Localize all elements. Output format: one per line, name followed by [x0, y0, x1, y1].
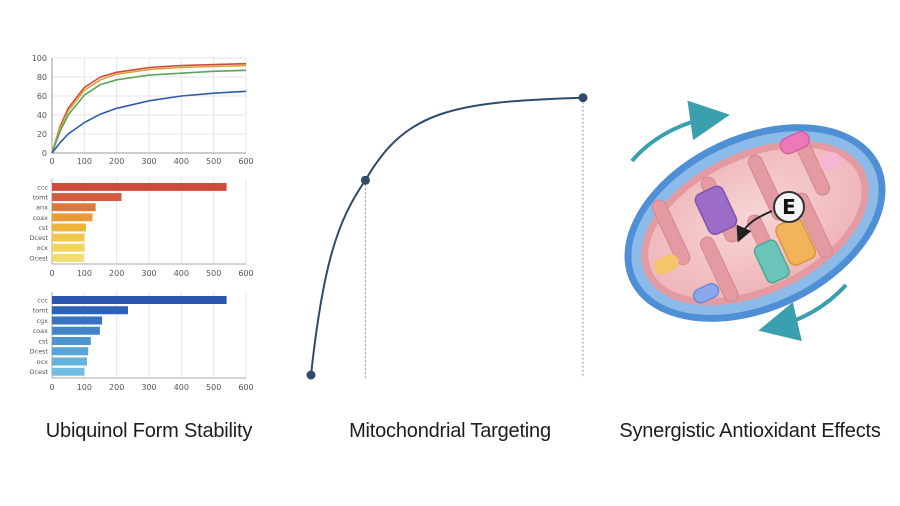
category-label: ccc: [37, 183, 48, 191]
x-tick-label: 200: [109, 157, 124, 166]
x-tick-label: 500: [206, 383, 221, 392]
stability-line-chart: 0 20 40 60 80 100 0 100 200 300 400 500 600: [32, 54, 254, 166]
enzyme-arrow: [736, 210, 773, 243]
bar-1: [52, 193, 122, 202]
x-tick-label: 400: [174, 383, 189, 392]
bar-6: [52, 243, 85, 252]
curve-point-1: [360, 175, 370, 185]
curve-point-2: [578, 93, 588, 103]
y-tick-label: 100: [32, 54, 47, 63]
x-tick-label: 0: [49, 157, 54, 166]
y-tick-label: 20: [37, 130, 47, 139]
protein-complex-purple: [694, 185, 738, 236]
protein-complex-teal: [753, 239, 790, 284]
stability-charts: 0 20 40 60 80 100 0 100 200 300 400 500 600 0 100 200 3…: [29, 54, 254, 392]
bar-6: [52, 357, 87, 366]
bar-5: [52, 347, 89, 356]
x-tick-label: 200: [109, 269, 124, 278]
y-tick-label: 60: [37, 92, 47, 101]
x-tick-label: 300: [141, 269, 156, 278]
stability-bar-chart-blue: 0 100 200 300 400 500 600 ccc tomt cgx coax cst Dces…: [29, 292, 254, 392]
category-label: Dcest: [29, 234, 48, 242]
bar-0: [52, 296, 227, 304]
curve-point-0: [306, 370, 316, 380]
x-tick-label: 500: [206, 269, 221, 278]
category-label: tomt: [33, 194, 49, 202]
bar-7: [52, 367, 85, 376]
bar-4: [52, 337, 91, 345]
x-tick-label: 600: [238, 157, 253, 166]
x-tick-label: 100: [77, 269, 92, 278]
category-label: cst: [38, 224, 48, 232]
category-label: coax: [33, 214, 49, 222]
bar-0: [52, 183, 227, 191]
mitochondrion-illustration: E: [624, 100, 886, 342]
series-line-0: [51, 62, 247, 154]
bar-5: [52, 233, 85, 242]
caption-mitochondrial-targeting: Mitochondrial Targeting: [349, 420, 551, 442]
series-line-2: [51, 69, 247, 154]
x-tick-label: 100: [77, 157, 92, 166]
bar-2: [52, 203, 96, 212]
targeting-curve-chart: [306, 93, 588, 380]
protein-yellow: [653, 254, 679, 275]
category-label: anx: [36, 204, 48, 212]
x-tick-label: 300: [141, 383, 156, 392]
bar-1: [52, 306, 128, 315]
category-label: ccc: [37, 296, 48, 304]
x-tick-label: 300: [141, 157, 156, 166]
y-tick-label: 40: [37, 111, 47, 120]
y-tick-label: 0: [42, 149, 47, 158]
targeting-curve: [310, 96, 584, 376]
category-label: tomt: [33, 307, 49, 315]
x-tick-label: 200: [109, 383, 124, 392]
x-tick-label: 400: [174, 157, 189, 166]
x-tick-label: 400: [174, 269, 189, 278]
bar-2: [52, 316, 103, 325]
x-tick-label: 500: [206, 157, 221, 166]
enzyme-label: E: [782, 195, 796, 219]
series-line-3: [51, 90, 247, 154]
x-tick-label: 600: [238, 269, 253, 278]
category-label: ocx: [37, 244, 49, 252]
protein-blue: [692, 282, 720, 304]
series-line-1: [51, 64, 247, 154]
protein-pink: [779, 130, 810, 155]
protein-lightpink: [819, 152, 841, 171]
x-tick-label: 0: [49, 383, 54, 392]
category-label: cgx: [36, 317, 48, 325]
enzyme-badge: [773, 191, 805, 223]
category-label: Ocest: [29, 254, 48, 262]
bar-3: [52, 326, 100, 335]
bar-4: [52, 223, 86, 232]
stability-bar-chart-red: 0 100 200 300 400 500 600 ccc tomt anx coax cst Dces…: [29, 179, 254, 278]
category-label: cst: [38, 337, 48, 345]
rotation-arrow-bottom-icon: [758, 283, 848, 342]
x-tick-label: 0: [49, 269, 54, 278]
x-tick-label: 100: [77, 383, 92, 392]
category-label: ocx: [37, 358, 49, 366]
category-label: Ocest: [29, 368, 48, 376]
bar-7: [52, 253, 84, 262]
category-label: coax: [33, 327, 49, 335]
caption-ubiquinol-stability: Ubiquinol Form Stability: [45, 420, 253, 442]
caption-synergistic-effects: Synergistic Antioxidant Effects: [619, 420, 881, 442]
category-label: Dcest: [29, 348, 48, 356]
bar-3: [52, 213, 93, 222]
x-tick-label: 600: [238, 383, 253, 392]
rotation-arrow-top-icon: [630, 100, 730, 163]
y-tick-label: 80: [37, 73, 47, 82]
